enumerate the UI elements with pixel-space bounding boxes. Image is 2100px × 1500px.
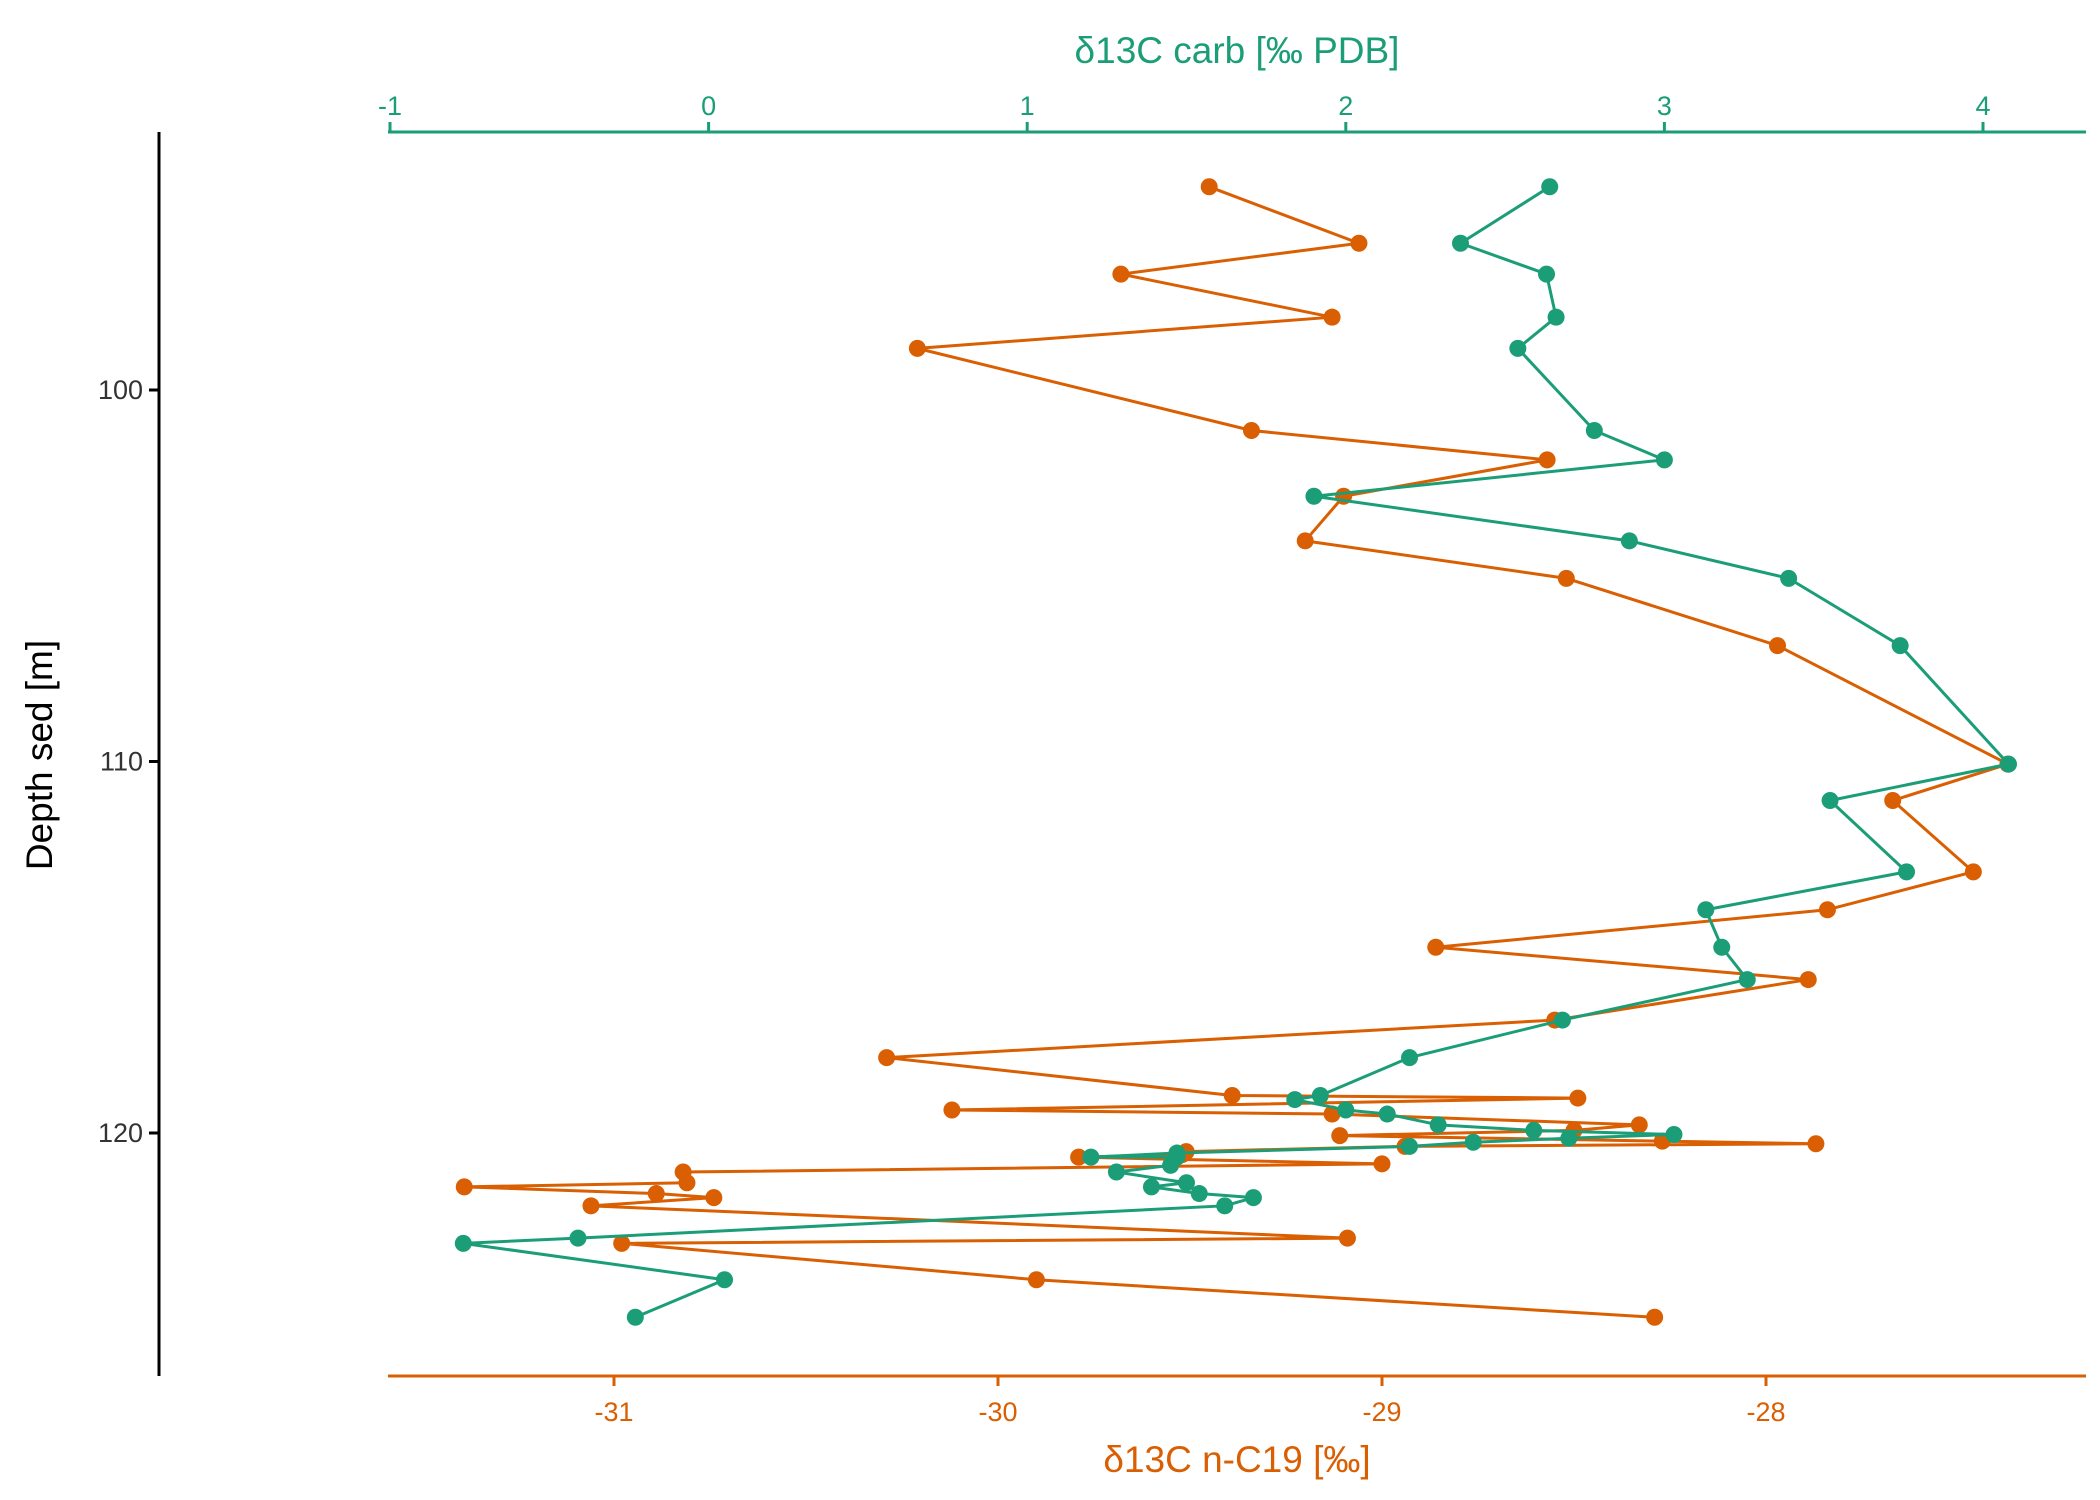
data-point-carb [1451,234,1469,252]
data-point-carb [1560,1129,1578,1147]
y-tick-label: 120 [98,1118,143,1148]
data-point-carb [1585,421,1603,439]
data-point-carb [1620,532,1638,550]
data-point-nc19 [1350,234,1368,252]
y-tick-label: 100 [98,375,143,405]
data-point-carb [1190,1185,1208,1203]
data-point-nc19 [1223,1086,1241,1104]
data-point-carb [1697,901,1715,919]
data-point-carb [1378,1105,1396,1123]
data-point-carb [1541,178,1559,196]
data-point-carb [1178,1174,1195,1192]
data-point-nc19 [1112,265,1130,283]
data-point-nc19 [1646,1308,1664,1326]
y-tick-label: 110 [100,747,143,777]
data-point-carb [1547,308,1565,326]
data-point-nc19 [1807,1135,1825,1153]
data-point-nc19 [878,1049,896,1067]
data-point-nc19 [1373,1155,1391,1173]
data-point-carb [1665,1125,1683,1143]
data-point-carb [1655,451,1673,469]
data-point-carb [1525,1121,1543,1139]
data-point-carb [1305,487,1323,505]
data-point-carb [1107,1163,1125,1181]
data-point-carb [1401,1137,1419,1155]
data-point-carb [1538,265,1556,283]
data-point-carb [716,1271,734,1289]
data-point-nc19 [1200,178,1218,196]
data-point-carb [1082,1148,1100,1166]
data-point-carb [1738,971,1756,989]
x-bottom-tick-label: -29 [1362,1397,1401,1427]
data-point-nc19 [1070,1148,1088,1166]
data-point-nc19 [1296,532,1314,550]
data-point-nc19 [678,1174,696,1192]
data-point-nc19 [1538,451,1556,469]
data-point-nc19 [705,1189,723,1207]
data-point-carb [1999,755,2017,773]
data-point-carb [1821,792,1839,810]
series-line-nc19 [462,185,2010,1319]
x-top-tick-label: 3 [1657,91,1672,121]
data-point-nc19 [1331,1127,1349,1145]
data-point-carb [1244,1189,1262,1207]
data-point-nc19 [1323,308,1341,326]
data-point-nc19 [1323,1105,1341,1123]
data-point-nc19 [1242,421,1260,439]
x-top-tick-label: -1 [378,91,402,121]
data-point-carb [1429,1116,1447,1134]
data-point-carb [1553,1011,1571,1029]
data-point-nc19 [1884,792,1902,810]
data-point-nc19 [943,1101,961,1119]
data-point-nc19 [455,1178,473,1196]
data-point-nc19 [1818,901,1836,919]
data-point-carb [1311,1086,1329,1104]
x-bottom-tick-label: -30 [978,1397,1017,1427]
x-bottom-tick-label: -28 [1746,1397,1785,1427]
data-point-carb [626,1308,644,1326]
data-point-nc19 [1769,637,1787,655]
data-point-nc19 [1427,938,1445,956]
data-point-nc19 [647,1185,665,1203]
data-point-carb [1337,1101,1355,1119]
x-top-axis-title: δ13C carb [‰ PDB] [1075,30,1400,71]
data-point-nc19 [1964,863,1982,881]
data-point-carb [1464,1133,1482,1151]
x-top-tick-label: 2 [1338,91,1353,121]
series-line-carb [461,185,2010,1319]
data-point-carb [569,1229,587,1247]
data-point-nc19 [908,339,926,357]
data-point-carb [1216,1197,1234,1215]
data-point-nc19 [582,1197,600,1215]
data-point-carb [454,1234,472,1252]
x-top-tick-label: 0 [701,91,716,121]
x-top-tick-label: 1 [1020,91,1035,121]
x-bottom-axis-title: δ13C n-C19 [‰] [1103,1439,1370,1480]
data-point-nc19 [613,1234,631,1252]
data-point-carb [1401,1049,1419,1067]
data-point-nc19 [1338,1229,1356,1247]
data-point-nc19 [1569,1089,1587,1107]
data-point-nc19 [1799,971,1817,989]
data-point-carb [1286,1091,1304,1109]
data-point-carb [1780,569,1798,587]
data-point-carb [1713,938,1731,956]
data-point-carb [1142,1178,1160,1196]
data-point-nc19 [1557,569,1575,587]
axes: 100 110 120 -1 0 1 2 3 4 -31 -30 -29 -28 [98,91,2086,1427]
data-point-carb [1891,637,1909,655]
data-point-carb [1898,863,1916,881]
data-point-carb [1509,339,1527,357]
x-top-tick-label: 4 [1975,91,1990,121]
y-axis-title: Depth sed [m] [19,640,60,870]
plot-marks [454,178,2017,1326]
x-bottom-tick-label: -31 [594,1397,633,1427]
data-point-carb [1162,1156,1180,1174]
data-point-nc19 [1630,1116,1648,1134]
data-point-nc19 [1027,1271,1045,1289]
